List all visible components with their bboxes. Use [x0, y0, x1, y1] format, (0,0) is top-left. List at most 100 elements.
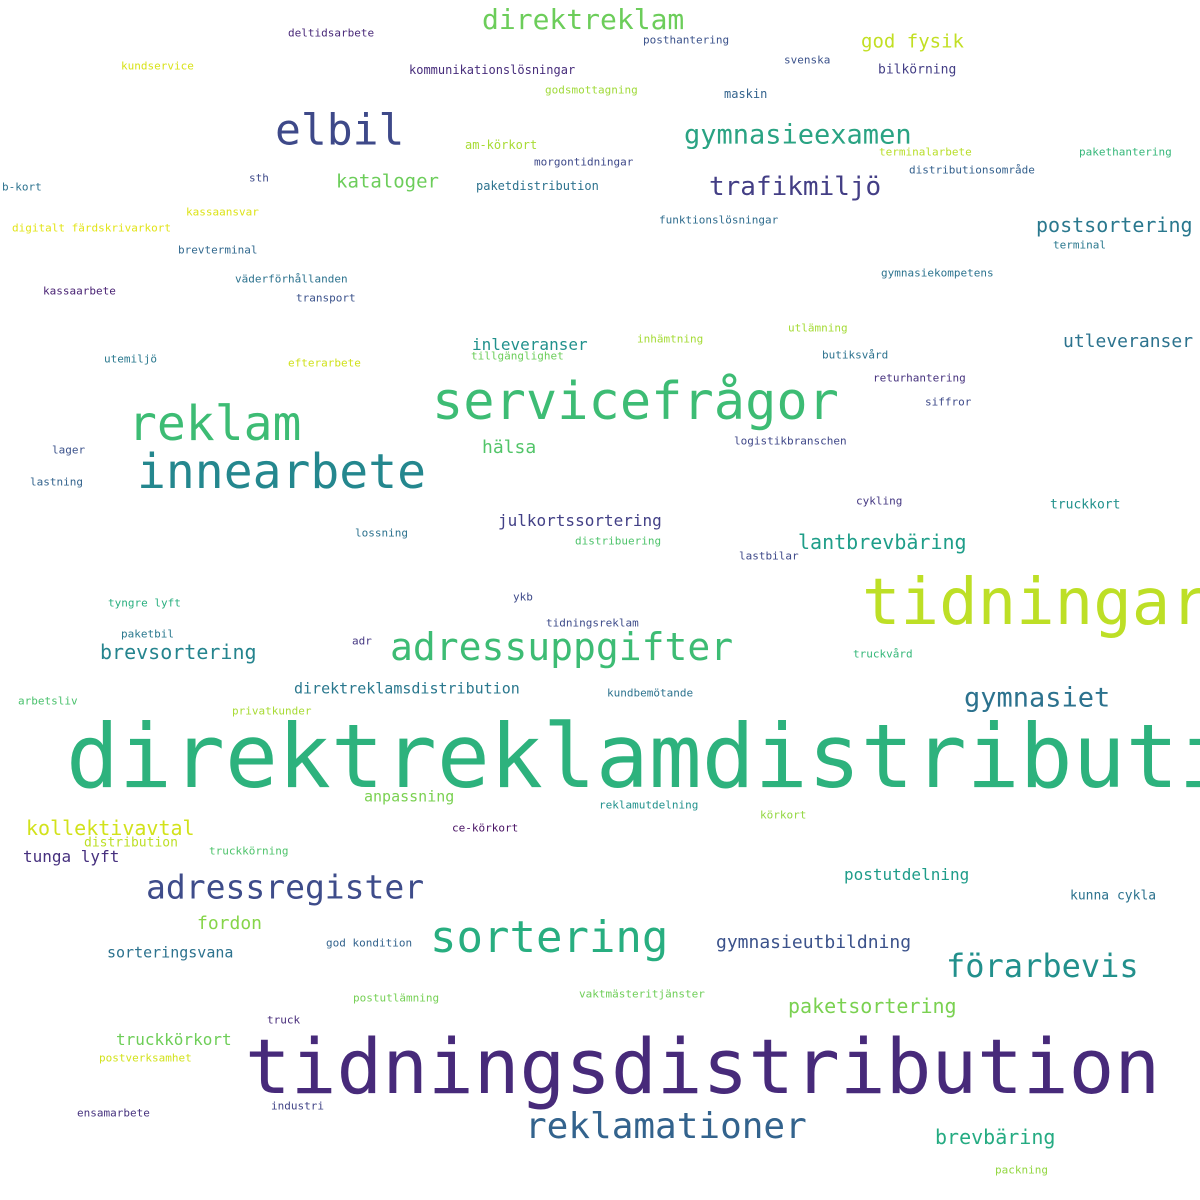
word-halsa: hälsa — [482, 437, 537, 458]
word-vaktmasteritjanster: vaktmästeritjänster — [579, 987, 705, 1001]
word-tyngre-lyft: tyngre lyft — [108, 596, 181, 610]
word-tidningsdistribution: tidningsdistribution — [245, 1022, 1161, 1111]
word-utleveranser: utleveranser — [1063, 331, 1194, 352]
word-vaderforhallanden: väderförhållanden — [235, 272, 348, 286]
word-privatkunder: privatkunder — [232, 704, 312, 718]
word-gymnasiekompetens: gymnasiekompetens — [881, 266, 994, 280]
word-inleveranser: inleveranser — [472, 335, 588, 354]
word-packning: packning — [995, 1163, 1048, 1177]
word-paketbil: paketbil — [121, 627, 174, 641]
word-lager: lager — [52, 443, 86, 457]
word-ykb: ykb — [513, 590, 533, 604]
word-lastbilar: lastbilar — [739, 549, 799, 563]
word-reklamutdelning: reklamutdelning — [599, 798, 699, 812]
word-innearbete: innearbete — [137, 444, 426, 500]
word-brevbaring: brevbäring — [935, 1125, 1056, 1149]
word-tillganglighet: tillgänglighet — [471, 349, 564, 363]
word-kundservice: kundservice — [121, 59, 194, 73]
word-morgontidningar: morgontidningar — [534, 155, 634, 169]
word-kollektivavtal: kollektivavtal — [26, 816, 195, 840]
word-adressregister: adressregister — [146, 867, 425, 907]
word-truckkort: truckkort — [1050, 497, 1121, 513]
word-gymnasieexamen: gymnasieexamen — [684, 119, 912, 151]
word-terminal: terminal — [1053, 238, 1106, 252]
word-brevterminal: brevterminal — [178, 243, 258, 257]
word-kommunikationslosningar: kommunikationslösningar — [409, 63, 576, 77]
word-adressuppgifter: adressuppgifter — [390, 625, 734, 669]
word-bilkorning: bilkörning — [878, 62, 957, 78]
word-direktreklamdistribution: direktreklamdistribution — [66, 705, 1200, 808]
word-distribution: distribution — [84, 835, 178, 851]
word-kunna-cykla: kunna cykla — [1070, 888, 1157, 904]
word-god-kondition: god kondition — [326, 936, 413, 950]
word-tidningar: tidningar — [862, 566, 1200, 640]
word-pakethantering: pakethantering — [1079, 145, 1172, 159]
word-postutdelning: postutdelning — [844, 865, 970, 884]
word-gymnasieutbildning: gymnasieutbildning — [716, 932, 912, 953]
word-direktreklamsdistribution: direktreklamsdistribution — [294, 679, 520, 698]
word-god-fysik: god fysik — [861, 30, 964, 53]
word-logistikbranschen: logistikbranschen — [734, 434, 847, 448]
word-truckkorning: truckkörning — [209, 844, 289, 858]
word-paketdistribution: paketdistribution — [476, 179, 599, 193]
word-distribuering: distribuering — [575, 534, 662, 548]
word-sortering: sortering — [430, 912, 669, 963]
word-truck: truck — [267, 1013, 301, 1027]
word-funktionslosningar: funktionslösningar — [659, 213, 779, 227]
word-am-korkort: am-körkort — [465, 138, 538, 152]
word-posthantering: posthantering — [643, 33, 730, 47]
word-anpassning: anpassning — [364, 787, 455, 806]
word-svenska: svenska — [784, 53, 831, 67]
word-tunga-lyft: tunga lyft — [23, 847, 120, 866]
word-returhantering: returhantering — [873, 371, 966, 385]
word-ensamarbete: ensamarbete — [77, 1106, 150, 1120]
word-sth: sth — [249, 171, 269, 185]
word-sorteringsvana: sorteringsvana — [107, 943, 234, 962]
word-forarbevis: förarbevis — [946, 947, 1139, 985]
word-lossning: lossning — [355, 526, 408, 540]
word-brevsortering: brevsortering — [100, 640, 257, 664]
word-deltidsarbete: deltidsarbete — [288, 26, 375, 40]
word-arbetsliv: arbetsliv — [18, 694, 78, 708]
word-terminalarbete: terminalarbete — [879, 145, 972, 159]
word-distributionsomrade: distributionsområde — [909, 163, 1035, 177]
word-butiksvard: butiksvård — [822, 348, 889, 362]
word-siffror: siffror — [925, 395, 972, 409]
word-postsortering: postsortering — [1036, 213, 1193, 237]
word-gymnasiet: gymnasiet — [964, 682, 1111, 714]
word-postutlamning: postutlämning — [353, 991, 440, 1005]
word-julkortssortering: julkortssortering — [498, 511, 662, 530]
word-adr: adr — [352, 634, 372, 648]
word-b-kort: b-kort — [2, 180, 42, 194]
word-kataloger: kataloger — [336, 170, 439, 193]
word-truckkorkort: truckkörkort — [116, 1030, 232, 1049]
word-efterarbete: efterarbete — [288, 356, 361, 370]
word-digitalt-fardskrivarkort: digitalt färdskrivarkort — [12, 221, 171, 235]
word-elbil: elbil — [275, 105, 405, 156]
word-reklam: reklam — [128, 396, 302, 452]
word-inhamtning: inhämtning — [637, 332, 704, 346]
word-transport: transport — [296, 291, 356, 305]
word-lastning: lastning — [30, 475, 83, 489]
word-truckvard: truckvård — [853, 647, 913, 661]
word-direktreklam: direktreklam — [482, 3, 685, 36]
word-cykling: cykling — [856, 494, 903, 508]
word-kassaansvar: kassaansvar — [186, 205, 259, 219]
word-korkort: körkort — [760, 808, 807, 822]
word-ce-korkort: ce-körkort — [452, 821, 519, 835]
word-utlamning: utlämning — [788, 321, 848, 335]
word-utemiljo: utemiljö — [104, 352, 157, 366]
word-paketsortering: paketsortering — [788, 994, 957, 1018]
word-lantbrevbaring: lantbrevbäring — [798, 530, 967, 554]
word-postverksamhet: postverksamhet — [99, 1051, 192, 1065]
word-godsmottagning: godsmottagning — [545, 83, 638, 97]
word-kundbemotande: kundbemötande — [607, 686, 694, 700]
word-fordon: fordon — [197, 913, 263, 934]
word-tidningsreklam: tidningsreklam — [546, 616, 639, 630]
word-kassaarbete: kassaarbete — [43, 284, 116, 298]
word-servicefragor: servicefrågor — [432, 372, 839, 432]
word-reklamationer: reklamationer — [525, 1106, 807, 1147]
word-industri: industri — [271, 1099, 324, 1113]
word-trafikmiljo: trafikmiljö — [709, 172, 882, 202]
